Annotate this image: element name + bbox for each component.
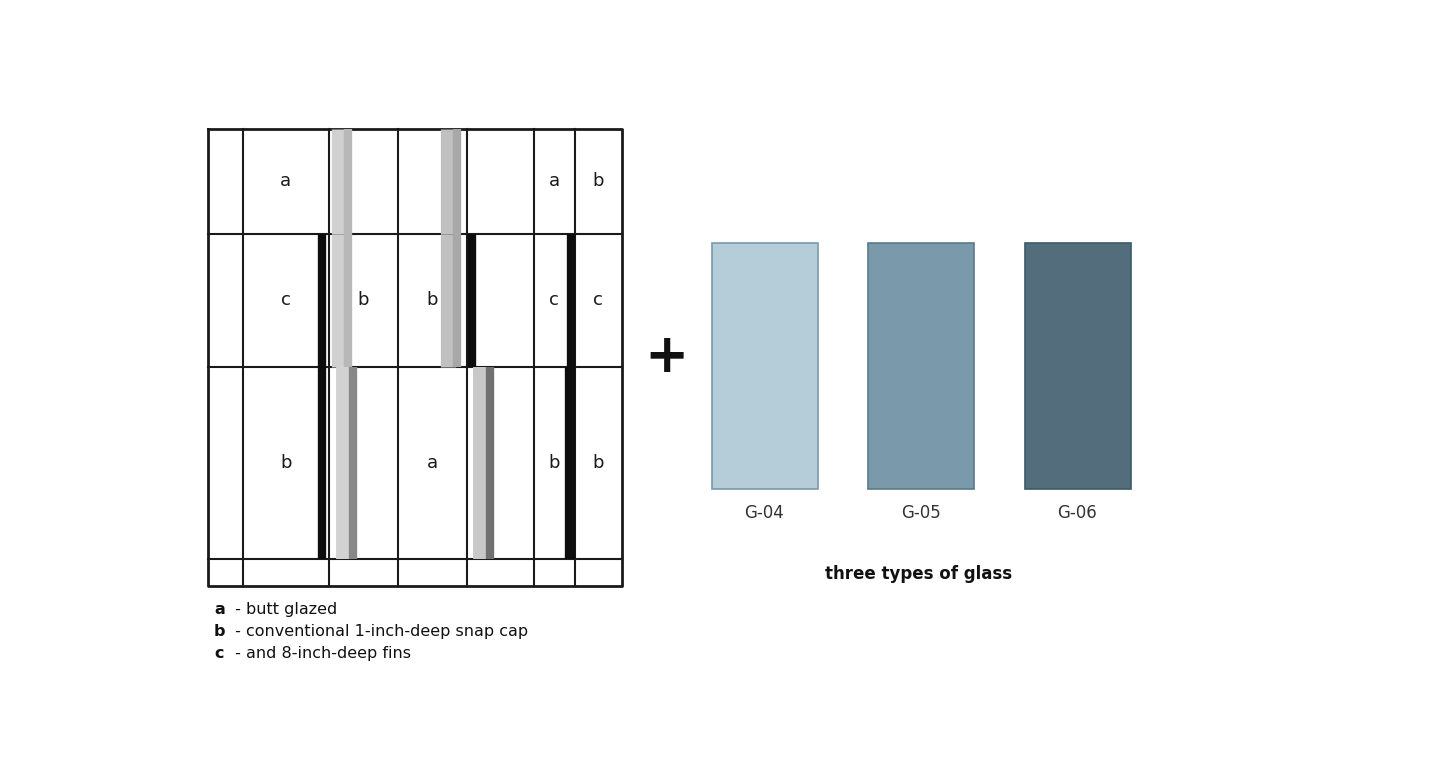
Text: +: + bbox=[645, 331, 688, 384]
Text: c: c bbox=[281, 291, 291, 309]
Bar bbox=[869, 243, 974, 489]
Text: a: a bbox=[280, 173, 291, 191]
Text: c: c bbox=[550, 291, 560, 309]
Text: c: c bbox=[593, 291, 603, 309]
Text: - conventional 1-inch-deep snap cap: - conventional 1-inch-deep snap cap bbox=[229, 624, 528, 639]
Text: b: b bbox=[548, 454, 560, 472]
Text: three types of glass: three types of glass bbox=[825, 565, 1012, 583]
Bar bbox=[711, 243, 818, 489]
Text: G-06: G-06 bbox=[1058, 504, 1097, 522]
Text: b: b bbox=[427, 291, 439, 309]
Text: a: a bbox=[427, 454, 439, 472]
Text: a: a bbox=[214, 602, 225, 616]
Bar bbox=[1025, 243, 1131, 489]
Text: b: b bbox=[214, 624, 225, 639]
Text: G-04: G-04 bbox=[745, 504, 784, 522]
Text: b: b bbox=[358, 291, 369, 309]
Text: c: c bbox=[214, 646, 224, 661]
Text: a: a bbox=[548, 173, 560, 191]
Text: b: b bbox=[593, 173, 605, 191]
Text: G-05: G-05 bbox=[900, 504, 941, 522]
Text: b: b bbox=[280, 454, 291, 472]
Text: - butt glazed: - butt glazed bbox=[229, 602, 336, 616]
Text: b: b bbox=[593, 454, 605, 472]
Text: - and 8-inch-deep fins: - and 8-inch-deep fins bbox=[229, 646, 411, 661]
